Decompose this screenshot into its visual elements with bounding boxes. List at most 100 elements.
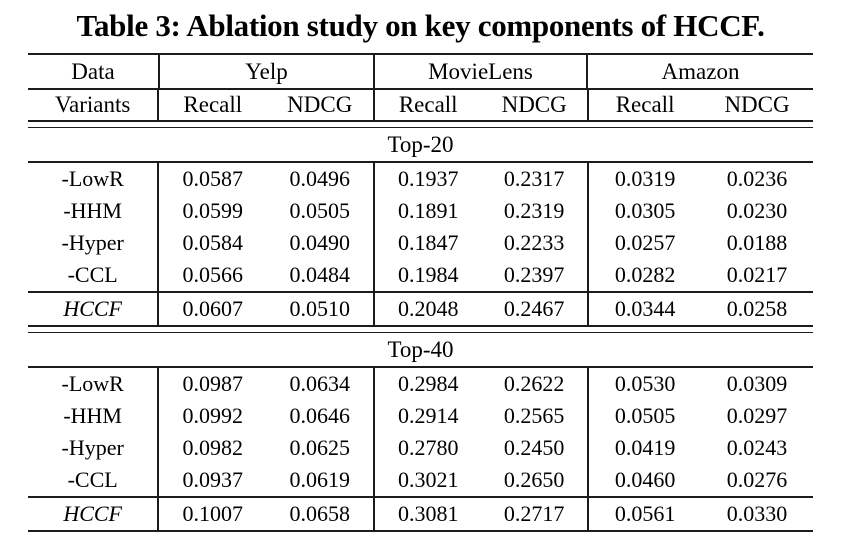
value-group: 0.2780 0.2450 [375, 432, 590, 464]
value-cell: 0.0505 [289, 198, 351, 223]
final-row-rule [28, 496, 813, 498]
col-header-amazon-ndcg: NDCG [724, 92, 790, 117]
value-group: 0.0937 0.0619 [159, 464, 376, 496]
section-label: Top-40 [387, 337, 454, 362]
table-row: -Hyper 0.0982 0.0625 0.2780 0.2450 0.0419 0.02… [28, 432, 813, 464]
table-row: -LowR 0.0587 0.0496 0.1937 0.2317 0.0319 0.023… [28, 163, 813, 195]
table-sections: Top-20 -LowR 0.0587 0.0496 0.1937 0.2317 0.031… [28, 128, 813, 532]
table-row: HCCF 0.1007 0.0658 0.3081 0.2717 0.0561 0.0330 [28, 498, 813, 530]
value-group: 0.0992 0.0646 [159, 400, 376, 432]
value-cell: 0.0230 [726, 198, 788, 223]
value-cell: 0.0619 [289, 467, 351, 492]
final-row-rule [28, 291, 813, 293]
value-cell: 0.0496 [289, 166, 351, 191]
table-row: -Hyper 0.0584 0.0490 0.1847 0.2233 0.0257 0.01… [28, 227, 813, 259]
value-cell: 0.0319 [614, 166, 676, 191]
variant-cell: -LowR [28, 163, 160, 195]
paper-figure: Table 3: Ablation study on key component… [0, 8, 841, 532]
variant-cell: -CCL [28, 464, 160, 496]
value-group: 0.1984 0.2397 [375, 259, 590, 291]
col-header-movielens-ndcg: NDCG [501, 92, 567, 117]
value-cell: 0.0937 [182, 467, 244, 492]
value-group: 0.0419 0.0243 [589, 432, 813, 464]
section-top-rule [28, 366, 813, 368]
value-cell: 0.2233 [503, 230, 565, 255]
top-rule [28, 53, 813, 55]
value-group: 0.0566 0.0484 [159, 259, 376, 291]
value-cell: 0.0484 [289, 262, 351, 287]
value-cell: 0.0243 [726, 435, 788, 460]
value-cell: 0.0344 [614, 296, 676, 321]
value-cell: 0.0987 [182, 371, 244, 396]
section-double-rule [28, 325, 813, 333]
value-group: 0.3081 0.2717 [375, 498, 590, 530]
value-cell: 0.0561 [614, 501, 676, 526]
value-cell: 0.2914 [397, 403, 459, 428]
value-group: 0.0987 0.0634 [159, 368, 376, 400]
value-group: 0.0460 0.0276 [589, 464, 813, 496]
table-row: HCCF 0.0607 0.0510 0.2048 0.2467 0.0344 0.0258 [28, 293, 813, 325]
col-header-movielens-recall: Recall [398, 92, 458, 117]
variant-cell: -CCL [28, 259, 160, 291]
value-group: 0.1847 0.2233 [375, 227, 590, 259]
movielens-metric-headers: Recall NDCG [375, 90, 590, 120]
value-group: 0.0584 0.0490 [159, 227, 376, 259]
amazon-metric-headers: Recall NDCG [589, 90, 813, 120]
variant-cell: -HHM [28, 195, 160, 227]
value-group: 0.0282 0.0217 [589, 259, 813, 291]
value-group: 0.0599 0.0505 [159, 195, 376, 227]
value-group: 0.1937 0.2317 [375, 163, 590, 195]
value-cell: 0.3021 [397, 467, 459, 492]
value-cell: 0.0566 [182, 262, 244, 287]
value-group: 0.1891 0.2319 [375, 195, 590, 227]
value-cell: 0.0297 [726, 403, 788, 428]
value-cell: 0.2650 [503, 467, 565, 492]
value-cell: 0.0490 [289, 230, 351, 255]
variant-cell: HCCF [28, 293, 160, 325]
value-cell: 0.2317 [503, 166, 565, 191]
col-group-yelp: Yelp [160, 55, 375, 88]
value-cell: 0.1937 [397, 166, 459, 191]
value-cell: 0.0587 [182, 166, 244, 191]
variant-cell: -Hyper [28, 227, 160, 259]
value-group: 0.0607 0.0510 [159, 293, 376, 325]
value-cell: 0.0236 [726, 166, 788, 191]
variant-cell: -LowR [28, 368, 160, 400]
value-group: 0.2914 0.2565 [375, 400, 590, 432]
value-group: 0.0505 0.0297 [589, 400, 813, 432]
value-cell: 0.2397 [503, 262, 565, 287]
value-group: 0.0530 0.0309 [589, 368, 813, 400]
yelp-metric-headers: Recall NDCG [159, 90, 376, 120]
value-cell: 0.0330 [726, 501, 788, 526]
value-cell: 0.0646 [289, 403, 351, 428]
value-cell: 0.2467 [503, 296, 565, 321]
value-cell: 0.0257 [614, 230, 676, 255]
value-cell: 0.0982 [182, 435, 244, 460]
col-header-amazon-recall: Recall [615, 92, 675, 117]
col-header-data: Data [28, 55, 160, 88]
value-cell: 0.0634 [289, 371, 351, 396]
value-cell: 0.2984 [397, 371, 459, 396]
value-cell: 0.1984 [397, 262, 459, 287]
header-double-rule [28, 120, 813, 128]
col-header-yelp-recall: Recall [183, 92, 243, 117]
value-cell: 0.0305 [614, 198, 676, 223]
value-cell: 0.0510 [289, 296, 351, 321]
table-row: -LowR 0.0987 0.0634 0.2984 0.2622 0.0530 0.030… [28, 368, 813, 400]
value-group: 0.0561 0.0330 [589, 498, 813, 530]
value-cell: 0.1847 [397, 230, 459, 255]
bottom-rule [28, 530, 813, 532]
value-group: 0.3021 0.2650 [375, 464, 590, 496]
value-cell: 0.2780 [397, 435, 459, 460]
value-cell: 0.1007 [182, 501, 244, 526]
value-cell: 0.0584 [182, 230, 244, 255]
value-cell: 0.0188 [726, 230, 788, 255]
header-mid-rule [28, 88, 813, 90]
value-cell: 0.2048 [397, 296, 459, 321]
value-cell: 0.1891 [397, 198, 459, 223]
header-row-datasets: Data Yelp MovieLens Amazon [28, 55, 813, 88]
value-cell: 0.2319 [503, 198, 565, 223]
table-caption: Table 3: Ablation study on key component… [76, 8, 765, 43]
value-cell: 0.0992 [182, 403, 244, 428]
value-cell: 0.0258 [726, 296, 788, 321]
